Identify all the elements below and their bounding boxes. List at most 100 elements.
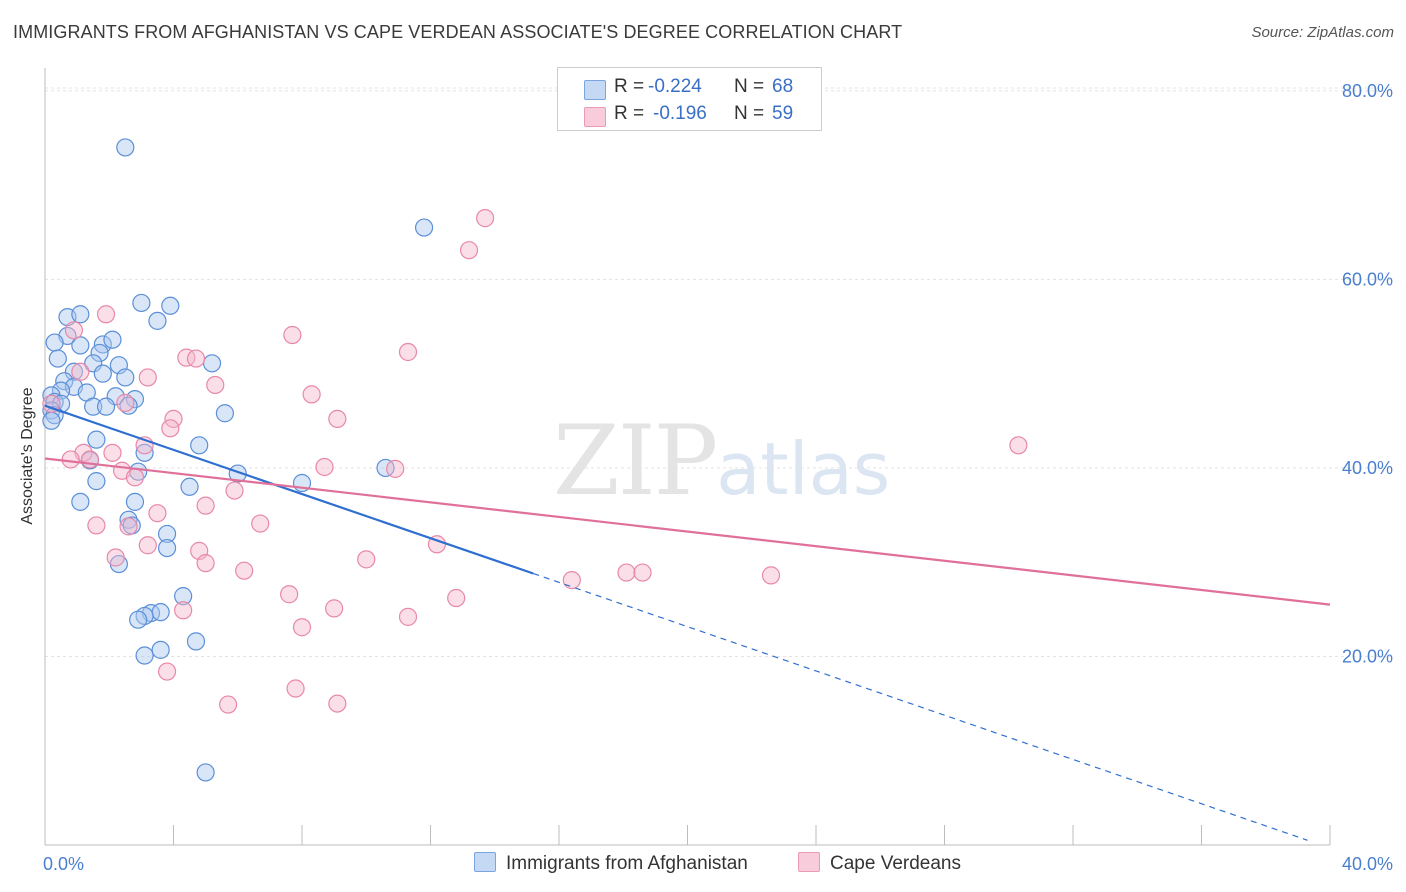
- y-tick-label: 80.0%: [1342, 81, 1393, 101]
- point-afghanistan: [71, 305, 90, 324]
- point-cape-verdean: [219, 695, 238, 714]
- bottom-legend-afghanistan: Immigrants from Afghanistan: [474, 852, 748, 875]
- chart-title: IMMIGRANTS FROM AFGHANISTAN VS CAPE VERD…: [13, 22, 903, 42]
- point-afghanistan: [119, 396, 138, 415]
- y-tick-label: 60.0%: [1342, 269, 1393, 289]
- point-cape-verdean: [161, 419, 180, 438]
- point-afghanistan: [87, 430, 106, 449]
- legend-r-label: R =: [614, 76, 645, 97]
- point-afghanistan: [180, 477, 199, 496]
- point-cape-verdean: [476, 209, 495, 228]
- point-cape-verdean: [196, 496, 215, 515]
- point-cape-verdean: [357, 550, 376, 569]
- point-cape-verdean: [761, 566, 781, 585]
- bottom-legend-label: Immigrants from Afghanistan: [506, 853, 748, 874]
- point-afghanistan: [45, 333, 64, 352]
- point-afghanistan: [116, 138, 135, 157]
- watermark-zip: ZIP: [553, 405, 718, 517]
- legend-n-value: 59: [772, 103, 794, 124]
- point-afghanistan: [215, 404, 234, 423]
- point-cape-verdean: [325, 599, 344, 618]
- bottom-legend-swatch-blue: [474, 852, 496, 872]
- point-cape-verdean: [64, 321, 84, 340]
- point-cape-verdean: [71, 362, 90, 381]
- point-afghanistan: [161, 296, 180, 315]
- legend-swatch-blue: [584, 80, 606, 100]
- point-cape-verdean: [398, 607, 418, 626]
- point-cape-verdean: [206, 375, 225, 395]
- point-cape-verdean: [138, 368, 157, 387]
- point-cape-verdean: [196, 554, 215, 573]
- point-cape-verdean: [386, 459, 405, 478]
- point-afghanistan: [202, 354, 222, 373]
- legend-r-label: R =: [614, 103, 645, 124]
- point-afghanistan: [151, 603, 170, 622]
- point-afghanistan: [132, 293, 151, 313]
- point-cape-verdean: [328, 694, 347, 713]
- point-afghanistan: [135, 443, 154, 462]
- bottom-legend-cape-verdean: Cape Verdeans: [798, 852, 961, 875]
- point-afghanistan: [157, 538, 177, 558]
- point-cape-verdean: [235, 561, 254, 580]
- point-afghanistan: [90, 343, 109, 363]
- point-cape-verdean: [328, 409, 347, 429]
- trend-line-cape-verdean: [44, 457, 1331, 606]
- x-tick-label: 0.0%: [43, 854, 84, 874]
- y-tick-label: 20.0%: [1342, 646, 1393, 666]
- legend-n-label: N =: [734, 76, 765, 97]
- point-cape-verdean: [251, 514, 270, 533]
- watermark: ZIPatlas: [553, 405, 890, 517]
- point-afghanistan: [48, 349, 67, 368]
- point-afghanistan: [414, 218, 434, 237]
- point-afghanistan: [157, 524, 177, 544]
- point-afghanistan: [125, 390, 145, 409]
- legend-n-label: N =: [734, 103, 765, 124]
- point-cape-verdean: [283, 325, 302, 345]
- point-afghanistan: [125, 492, 145, 511]
- legend-r-value: -0.224: [648, 76, 702, 97]
- legend-r-value: -0.196: [653, 103, 707, 124]
- point-cape-verdean: [116, 393, 135, 412]
- point-afghanistan: [116, 368, 135, 387]
- point-afghanistan: [71, 492, 90, 511]
- point-afghanistan: [135, 646, 154, 665]
- point-cape-verdean: [61, 450, 80, 469]
- bottom-legend-label: Cape Verdeans: [830, 853, 961, 874]
- point-cape-verdean: [1009, 436, 1028, 455]
- point-cape-verdean: [617, 563, 636, 582]
- point-afghanistan: [186, 632, 206, 651]
- point-afghanistan: [376, 458, 395, 478]
- point-afghanistan: [148, 311, 167, 330]
- point-afghanistan: [129, 610, 148, 629]
- x-tick-label: 40.0%: [1342, 854, 1393, 874]
- point-cape-verdean: [186, 349, 206, 368]
- point-cape-verdean: [106, 548, 125, 567]
- point-cape-verdean: [562, 571, 581, 590]
- watermark-atlas: atlas: [716, 427, 891, 511]
- stats-legend: R = -0.224 N = 68 R = -0.196 N = 59: [557, 67, 822, 131]
- point-afghanistan: [87, 472, 106, 491]
- point-cape-verdean: [103, 443, 122, 462]
- point-cape-verdean: [119, 517, 138, 536]
- point-afghanistan: [174, 587, 193, 606]
- point-afghanistan: [151, 640, 170, 659]
- bottom-legend-swatch-pink: [798, 852, 820, 872]
- point-afghanistan: [103, 330, 122, 349]
- point-cape-verdean: [292, 618, 312, 637]
- point-cape-verdean: [315, 457, 334, 477]
- point-cape-verdean: [174, 601, 193, 620]
- point-afghanistan: [196, 763, 215, 782]
- point-afghanistan: [51, 381, 71, 400]
- point-afghanistan: [71, 336, 90, 355]
- point-cape-verdean: [280, 585, 299, 604]
- point-cape-verdean: [302, 385, 321, 404]
- point-cape-verdean: [633, 563, 652, 582]
- point-afghanistan: [190, 436, 209, 455]
- chart-source: Source: ZipAtlas.com: [1251, 24, 1394, 41]
- legend-n-value: 68: [772, 76, 794, 97]
- point-afghanistan: [93, 364, 112, 383]
- point-cape-verdean: [447, 588, 466, 608]
- point-cape-verdean: [398, 342, 418, 362]
- point-cape-verdean: [177, 348, 196, 367]
